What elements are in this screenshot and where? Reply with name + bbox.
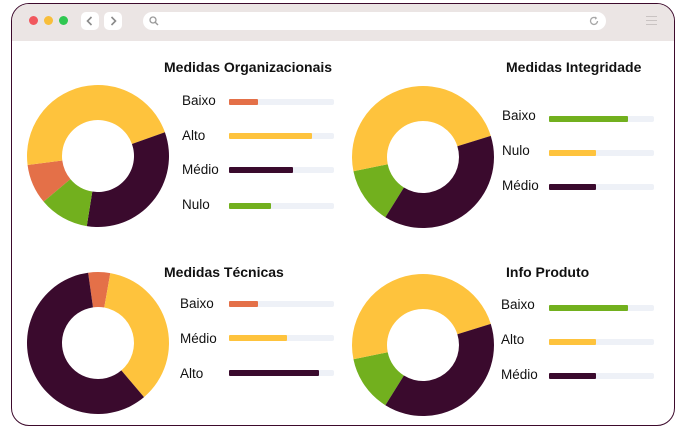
browser-titlebar: [12, 4, 674, 41]
chevron-right-icon: [110, 16, 117, 26]
donut-slice-medio: [385, 135, 494, 228]
close-window-icon[interactable]: [29, 16, 38, 25]
legend-bar-track: [549, 305, 654, 311]
donut-slice-baixo: [353, 164, 404, 218]
legend-bar-fill: [229, 167, 294, 173]
legend-bar-track: [229, 301, 334, 307]
legend-bar-fill: [549, 373, 597, 379]
legend-label: Alto: [501, 332, 525, 347]
chart-title-integridade: Medidas Integridade: [506, 59, 642, 75]
chevron-left-icon: [86, 16, 93, 26]
donut-slice-baixo: [88, 272, 111, 308]
legend-label: Alto: [180, 366, 204, 381]
legend-bar-fill: [549, 150, 597, 156]
legend-bar-track: [549, 373, 654, 379]
legend-bar-fill: [229, 99, 259, 105]
maximize-window-icon[interactable]: [59, 16, 68, 25]
donut-slice-medio: [385, 323, 494, 416]
legend-bar-fill: [229, 133, 312, 139]
donut-slice-alto: [352, 274, 491, 360]
donut-slice-baixo: [353, 352, 404, 406]
legend-bar-fill: [229, 335, 287, 341]
legend-bar-fill: [229, 301, 259, 307]
legend-bar-fill: [549, 116, 628, 122]
address-bar[interactable]: [143, 12, 606, 30]
hamburger-menu-icon[interactable]: [646, 16, 657, 26]
chart-title-tecnicas: Medidas Técnicas: [164, 264, 284, 280]
legend-label: Baixo: [182, 93, 216, 108]
legend-bar-track: [549, 116, 654, 122]
legend-bar-track: [549, 184, 654, 190]
legend-bar-track: [549, 339, 654, 345]
donut-chart-tecnicas: [26, 272, 169, 414]
legend-label: Médio: [182, 162, 219, 177]
legend-label: Baixo: [180, 296, 214, 311]
donut-chart-info-produto: [352, 274, 494, 416]
legend-bar-fill: [549, 339, 597, 345]
donut-slice-medio: [104, 273, 169, 398]
donut-slice-alto: [26, 272, 145, 414]
legend-bar-track: [229, 167, 334, 173]
donut-slice-nulo: [352, 86, 491, 172]
legend-label: Médio: [501, 367, 538, 382]
legend-label: Médio: [180, 331, 217, 346]
legend-label: Nulo: [182, 197, 210, 212]
minimize-window-icon[interactable]: [44, 16, 53, 25]
donut-chart-integridade: [352, 86, 494, 228]
legend-label: Baixo: [501, 297, 535, 312]
legend-bar-track: [229, 99, 334, 105]
legend-bar-track: [229, 370, 334, 376]
legend-bar-track: [229, 133, 334, 139]
legend-bar-fill: [229, 203, 271, 209]
back-button[interactable]: [81, 12, 99, 30]
donut-chart-organizacionais: [27, 85, 169, 227]
donut-slice-baixo: [27, 160, 71, 202]
reload-icon[interactable]: [588, 15, 600, 27]
chart-title-organizacionais: Medidas Organizacionais: [164, 59, 333, 75]
donut-slice-alto: [27, 85, 165, 165]
donut-slice-nulo: [43, 179, 93, 227]
legend-label: Alto: [182, 128, 206, 143]
legend-label: Nulo: [502, 143, 530, 158]
chart-title-info-produto: Info Produto: [506, 264, 590, 280]
legend-label: Baixo: [502, 108, 536, 123]
forward-button[interactable]: [104, 12, 122, 30]
legend-bar-track: [549, 150, 654, 156]
legend-bar-track: [229, 335, 334, 341]
donut-slice-medio: [86, 132, 169, 227]
legend-label: Médio: [502, 178, 539, 193]
legend-bar-fill: [229, 370, 320, 376]
legend-bar-track: [229, 203, 334, 209]
search-icon: [149, 16, 159, 26]
legend-bar-fill: [549, 184, 597, 190]
legend-bar-fill: [549, 305, 628, 311]
